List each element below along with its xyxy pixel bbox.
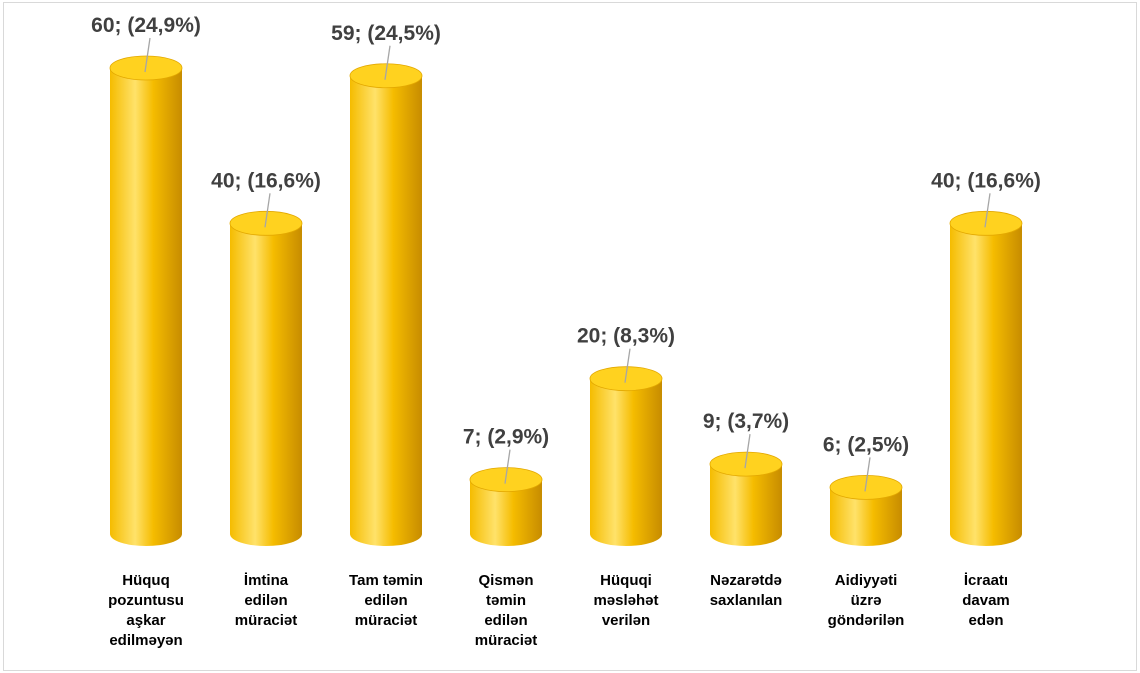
bar-body	[350, 75, 422, 547]
bar-body	[230, 223, 302, 547]
labels-layer: 60; (24,9%) Hüquq pozuntusu aşkar edilməyən 4…	[91, 14, 1041, 649]
leader-line	[984, 193, 991, 228]
bars-layer	[109, 55, 1023, 547]
category-label: İmtina edilən müraciət	[235, 572, 298, 629]
data-label: 59; (24,5%)	[331, 22, 441, 45]
leader-line	[744, 434, 751, 469]
chart-frame: 60; (24,9%) Hüquq pozuntusu aşkar edilməyən 4…	[3, 2, 1137, 671]
leader-line	[144, 37, 151, 73]
leader-line	[504, 449, 511, 484]
data-label: 20; (8,3%)	[577, 325, 675, 348]
category-label: Qismən təmin edilən müraciət	[475, 572, 538, 649]
bar	[109, 55, 183, 546]
leader-line	[624, 348, 631, 383]
bar	[349, 63, 423, 547]
bar	[709, 451, 783, 546]
data-label: 40; (16,6%)	[211, 169, 321, 192]
data-label: 7; (2,9%)	[463, 426, 549, 449]
category-label: Hüquq pozuntusu aşkar edilməyən	[108, 572, 184, 649]
data-label: 9; (3,7%)	[703, 410, 789, 433]
bar-body	[470, 479, 542, 546]
data-label: 6; (2,5%)	[823, 433, 909, 456]
leader-line	[384, 45, 391, 80]
bar	[469, 467, 543, 546]
leader-line	[264, 193, 271, 228]
bar	[229, 210, 303, 547]
data-label: 40; (16,6%)	[931, 169, 1041, 192]
bar-body	[590, 378, 662, 546]
bar-body	[950, 223, 1022, 547]
category-label: Nəzarətdə saxlanılan	[710, 572, 783, 609]
leader-line	[864, 457, 871, 492]
bar	[949, 210, 1023, 547]
bar-body	[110, 68, 182, 546]
bar	[589, 366, 663, 546]
category-label: İcraatı davam edən	[962, 572, 1010, 629]
category-label: Hüquqi məsləhət verilən	[593, 572, 658, 629]
category-label: Tam təmin edilən müraciət	[349, 572, 423, 629]
data-label: 60; (24,9%)	[91, 14, 201, 37]
bar-body	[830, 487, 902, 546]
cylinder-bar-chart: 60; (24,9%) Hüquq pozuntusu aşkar edilməyən 4…	[91, 14, 1041, 649]
bar-body	[710, 464, 782, 546]
category-label: Aidiyyəti üzrə göndərilən	[828, 572, 905, 629]
